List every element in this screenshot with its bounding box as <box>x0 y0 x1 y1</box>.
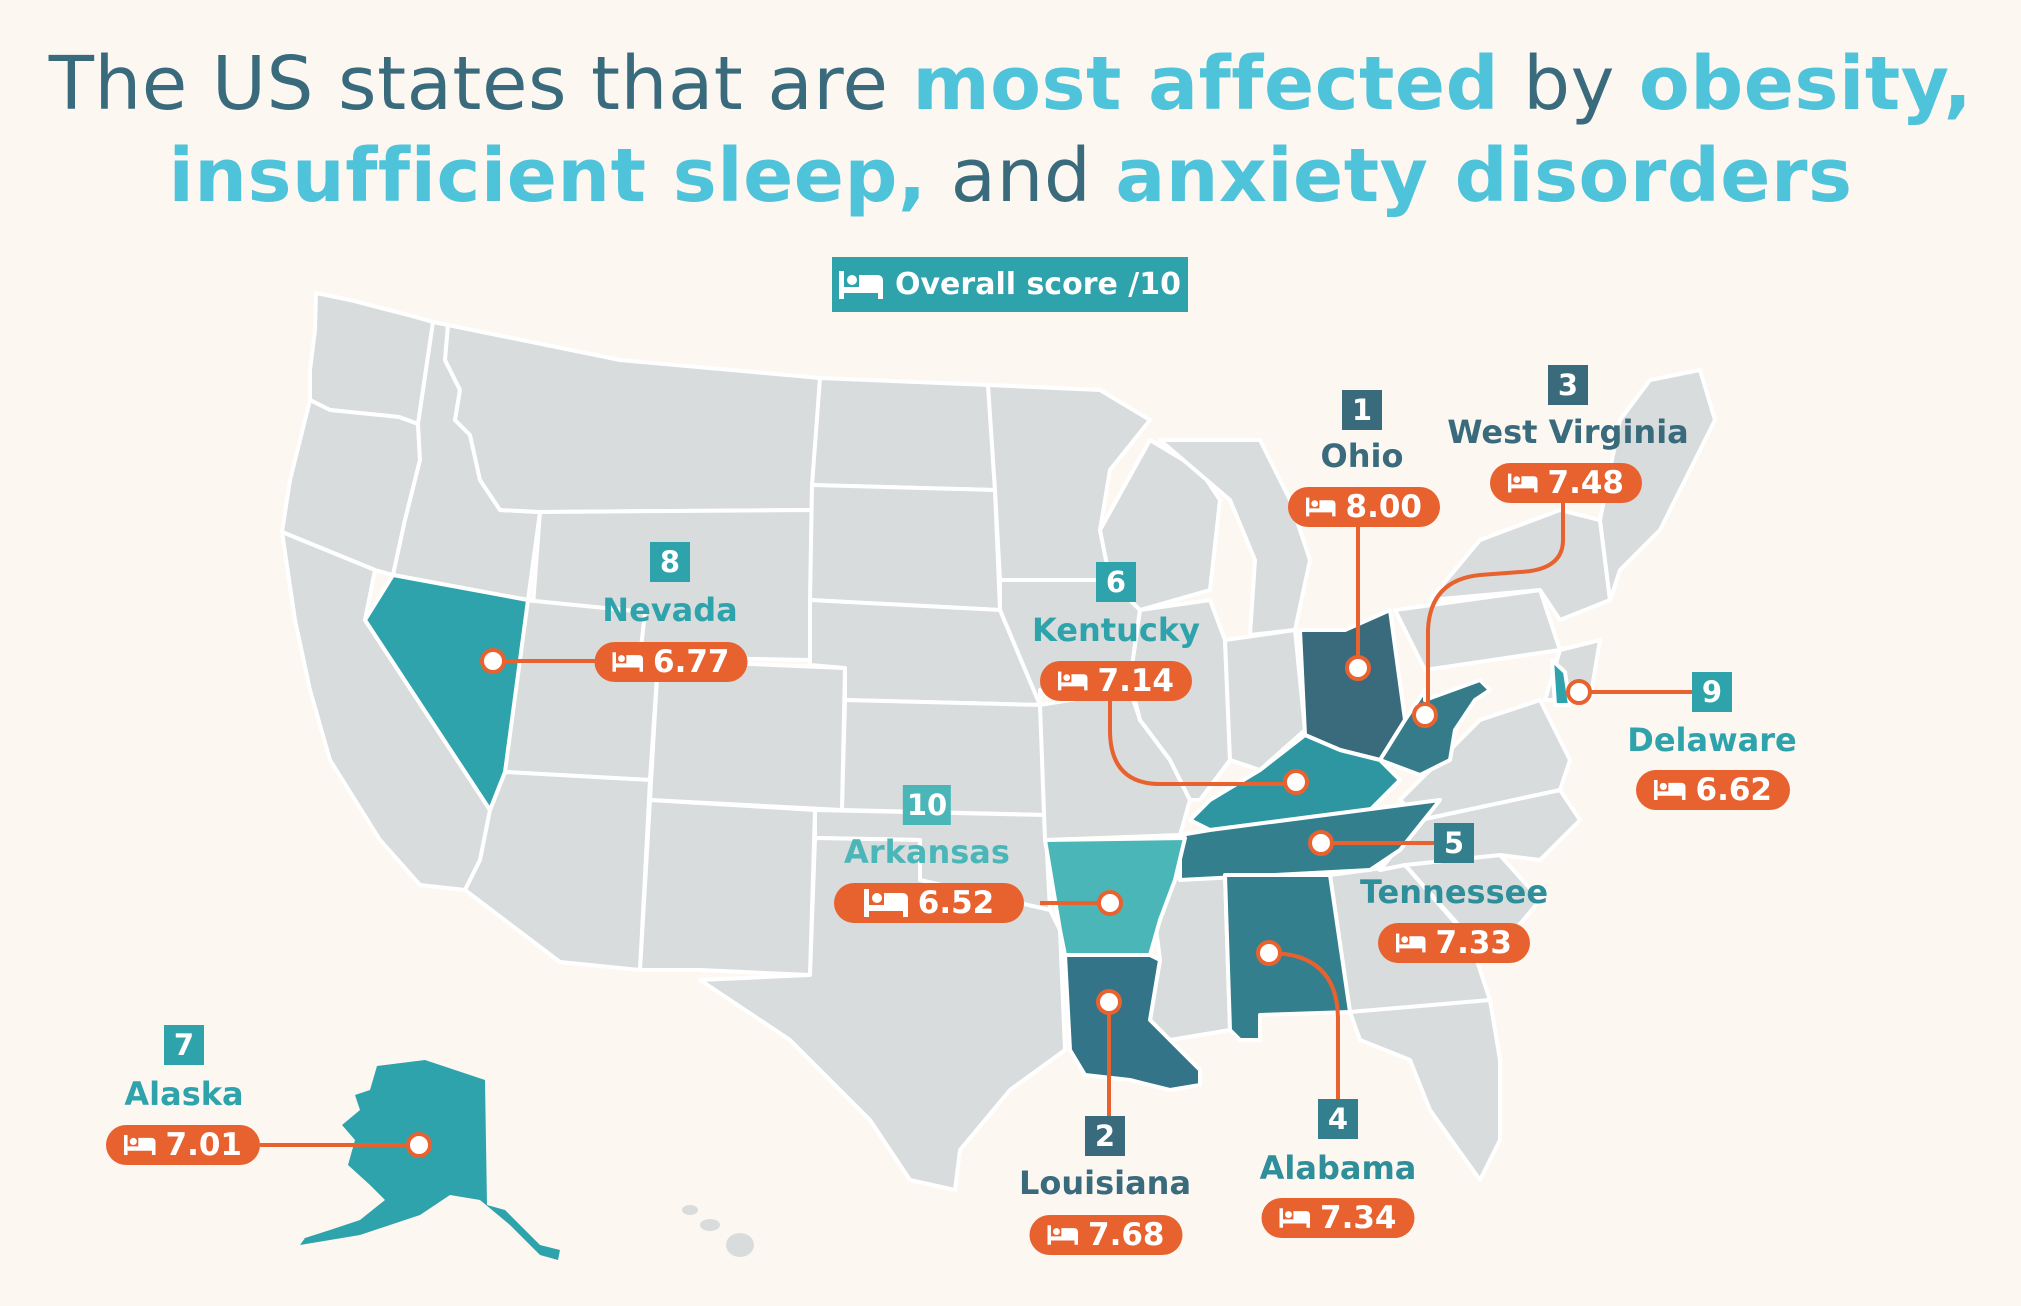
connector-alabama <box>1268 951 1340 1100</box>
state-label-tennessee: Tennessee <box>1359 873 1549 911</box>
bed-icon <box>1058 671 1088 691</box>
marker-kentucky <box>1283 769 1309 795</box>
rank-badge-alaska: 7 <box>164 1025 204 1065</box>
title-line-1: The US states that are most affected by … <box>0 38 2021 130</box>
bed-icon <box>1306 497 1336 517</box>
bed-icon <box>1508 473 1538 493</box>
score-value: 7.33 <box>1435 925 1513 961</box>
bed-icon <box>863 889 908 917</box>
state-montana <box>443 323 822 514</box>
marker-louisiana <box>1096 989 1122 1015</box>
marker-delaware <box>1566 679 1592 705</box>
legend-label: Overall score /10 <box>895 267 1181 302</box>
marker-tennessee <box>1308 830 1334 856</box>
connector-kentucky <box>1108 700 1296 786</box>
state-nevada <box>363 573 530 812</box>
state-south-dakota <box>808 483 1002 612</box>
marker-ohio <box>1345 655 1371 681</box>
state-alaska <box>300 1060 560 1260</box>
state-label-alabama: Alabama <box>1259 1149 1417 1187</box>
hawaii-island <box>726 1233 754 1257</box>
state-label-kentucky: Kentucky <box>1032 611 1200 649</box>
score-pill-louisiana: 7.68 <box>1029 1215 1183 1255</box>
score-value: 7.68 <box>1088 1217 1165 1253</box>
score-value: 6.62 <box>1695 772 1773 808</box>
rank-badge-louisiana: 2 <box>1085 1116 1125 1156</box>
score-value: 6.52 <box>917 885 995 921</box>
title-highlight: most affected <box>912 41 1500 127</box>
state-label-louisiana: Louisiana <box>1018 1164 1192 1202</box>
marker-alaska <box>406 1132 432 1158</box>
title-highlight: insufficient sleep, <box>168 133 927 219</box>
rank-badge-nevada: 8 <box>650 542 690 582</box>
hawaii-island <box>700 1219 720 1231</box>
title-part: by <box>1499 41 1639 127</box>
title-line-2: insufficient sleep, and anxiety disorder… <box>0 130 2021 222</box>
bed-icon <box>612 652 643 672</box>
state-pennsylvania <box>1393 588 1562 672</box>
state-new-mexico <box>638 798 817 977</box>
state-label-west-virginia: West Virginia <box>1447 413 1689 451</box>
legend: Overall score /10 <box>832 257 1188 312</box>
state-label-ohio: Ohio <box>1320 437 1404 475</box>
bed-icon <box>124 1134 156 1156</box>
score-value: 6.77 <box>653 644 730 680</box>
state-delaware <box>1550 658 1572 707</box>
bed-icon <box>1279 1208 1310 1228</box>
rank-badge-alabama: 4 <box>1318 1099 1358 1139</box>
title-part: The US states that are <box>48 41 913 127</box>
state-new-england <box>1598 368 1717 602</box>
connector-west-virginia <box>1426 502 1565 715</box>
state-colorado <box>648 658 847 812</box>
score-pill-alabama: 7.34 <box>1261 1198 1415 1238</box>
score-pill-nevada: 6.77 <box>594 642 748 682</box>
rank-badge-kentucky: 6 <box>1096 562 1136 602</box>
score-pill-ohio: 8.00 <box>1288 487 1440 527</box>
bed-icon <box>1047 1225 1078 1245</box>
bed-icon <box>1654 779 1686 801</box>
state-alabama <box>1223 873 1352 1042</box>
rank-badge-delaware: 9 <box>1692 672 1732 712</box>
rank-badge-arkansas: 10 <box>902 785 952 825</box>
score-value: 7.34 <box>1320 1200 1397 1236</box>
hawaii-island <box>682 1205 698 1215</box>
score-value: 8.00 <box>1345 489 1423 525</box>
state-label-nevada: Nevada <box>602 591 738 629</box>
title-part: and <box>926 133 1116 219</box>
title-highlight: anxiety disorders <box>1115 133 1853 219</box>
score-value: 7.48 <box>1547 465 1625 501</box>
rank-badge-ohio: 1 <box>1342 390 1382 430</box>
marker-nevada <box>480 648 506 674</box>
state-west-virginia <box>1378 678 1492 777</box>
marker-west-virginia <box>1412 702 1438 728</box>
state-label-arkansas: Arkansas <box>844 833 1010 871</box>
state-label-alaska: Alaska <box>124 1075 244 1113</box>
score-pill-delaware: 6.62 <box>1636 770 1790 810</box>
bed-icon <box>1396 933 1426 953</box>
score-pill-alaska: 7.01 <box>106 1125 260 1165</box>
score-pill-kentucky: 7.14 <box>1040 661 1192 701</box>
state-california <box>280 530 492 892</box>
score-pill-arkansas: 6.52 <box>834 883 1024 923</box>
rank-badge-west-virginia: 3 <box>1548 365 1588 405</box>
score-pill-west-virginia: 7.48 <box>1490 463 1642 503</box>
score-value: 7.01 <box>165 1127 243 1163</box>
marker-arkansas <box>1097 890 1123 916</box>
score-value: 7.14 <box>1097 663 1175 699</box>
marker-alabama <box>1256 940 1282 966</box>
score-pill-tennessee: 7.33 <box>1378 923 1530 963</box>
title-highlight: obesity, <box>1638 41 1973 127</box>
state-washington <box>308 291 435 426</box>
state-florida <box>1348 998 1502 1182</box>
state-louisiana <box>1063 953 1202 1092</box>
state-label-delaware: Delaware <box>1627 721 1797 759</box>
rank-badge-tennessee: 5 <box>1434 823 1474 863</box>
state-north-dakota <box>810 376 997 492</box>
bed-icon <box>839 270 883 299</box>
